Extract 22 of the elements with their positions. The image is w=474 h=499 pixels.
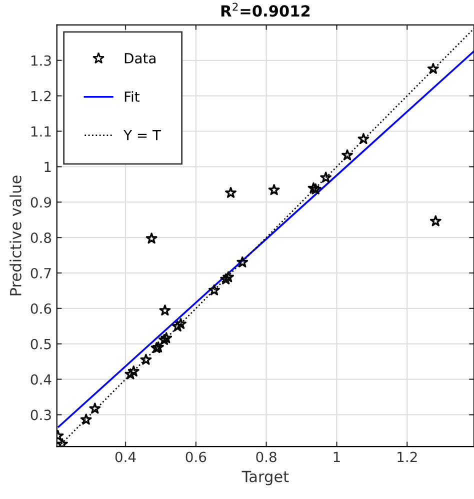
y-tick-label: 0.6 <box>30 303 52 314</box>
y-tick-label: 0.8 <box>30 232 52 244</box>
chart-title: R$^{2}$=0.9012 <box>221 2 310 17</box>
y-tick-label: 0.4 <box>30 374 52 385</box>
x-tick-label: 1 <box>334 452 340 462</box>
y-axis-title: Predictive value <box>10 176 22 296</box>
y-tick-label: 0.9 <box>30 197 52 208</box>
y-tick-label: 1.3 <box>31 55 51 66</box>
y-tick-label: 1.1 <box>31 126 51 137</box>
y-tick-label: 0.7 <box>30 268 51 278</box>
legend-label: Fit <box>124 91 140 102</box>
x-tick-label: 0.8 <box>256 452 276 462</box>
y-tick-label: 0.3 <box>30 410 51 420</box>
x-tick-label: 0.4 <box>115 452 136 462</box>
legend-label: Y = T <box>124 130 162 140</box>
x-tick-label: 1.2 <box>398 452 417 462</box>
y-tick-label: 0.5 <box>30 338 51 350</box>
y-tick-label: 1 <box>44 162 51 172</box>
y-tick-label: 1.2 <box>31 90 51 102</box>
x-axis-title: Target <box>242 470 289 486</box>
x-tick-label: 0.6 <box>186 452 206 462</box>
legend-label: Data <box>124 53 156 64</box>
